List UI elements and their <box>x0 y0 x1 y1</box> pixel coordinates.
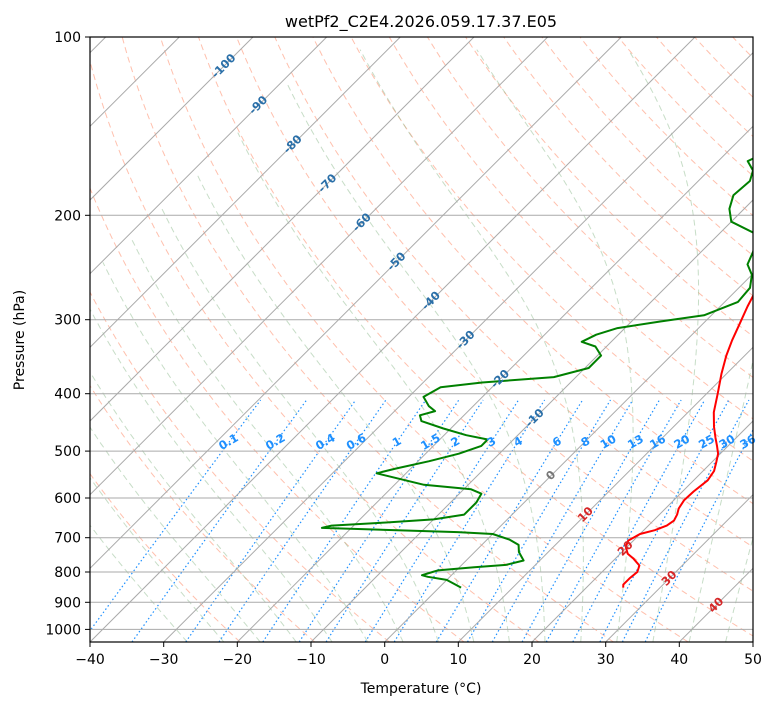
x-tick-label: −10 <box>296 652 326 668</box>
x-axis-label: Temperature (°C) <box>360 681 482 697</box>
x-tick-label: 10 <box>449 652 467 668</box>
y-tick-label: 200 <box>54 208 81 224</box>
y-tick-label: 700 <box>54 531 81 547</box>
y-tick-label: 600 <box>54 491 81 507</box>
y-tick-label: 1000 <box>45 622 81 638</box>
y-tick-label: 800 <box>54 565 81 581</box>
y-tick-label: 900 <box>54 595 81 611</box>
x-tick-label: −30 <box>149 652 179 668</box>
chart-title: wetPf2_C2E4.2026.059.17.37.E05 <box>285 12 557 32</box>
y-axis-label: Pressure (hPa) <box>12 290 28 390</box>
x-tick-label: 0 <box>380 652 389 668</box>
y-tick-label: 300 <box>54 313 81 329</box>
x-tick-label: 30 <box>597 652 615 668</box>
x-tick-label: −40 <box>75 652 105 668</box>
y-tick-label: 100 <box>54 30 81 46</box>
x-tick-label: −20 <box>223 652 253 668</box>
x-tick-label: 40 <box>670 652 688 668</box>
x-tick-label: 50 <box>744 652 762 668</box>
x-tick-label: 20 <box>523 652 541 668</box>
y-tick-label: 500 <box>54 444 81 460</box>
y-tick-label: 400 <box>54 387 81 403</box>
